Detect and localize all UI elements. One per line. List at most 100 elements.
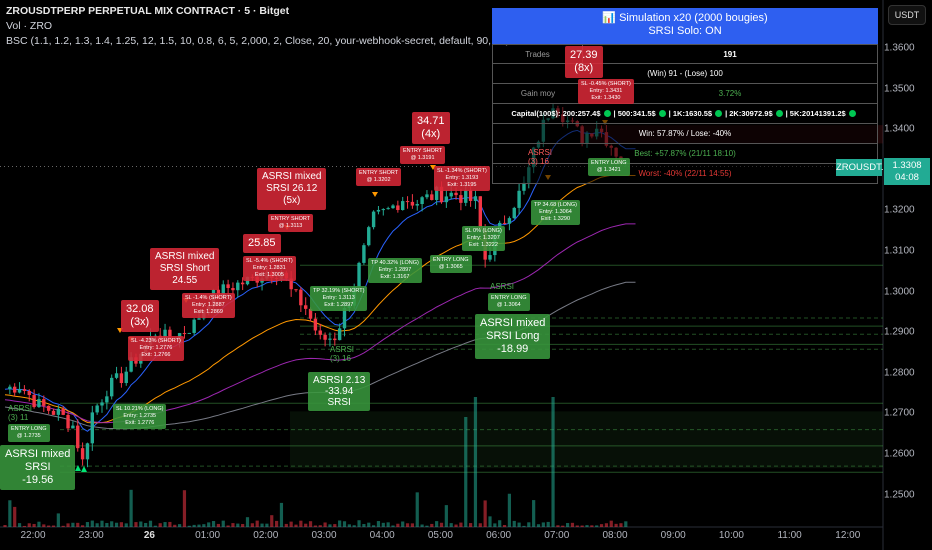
volume-bar xyxy=(372,525,376,527)
candle xyxy=(51,410,56,415)
volume-bar xyxy=(347,524,351,527)
volume-bar xyxy=(119,522,123,527)
candle xyxy=(240,282,245,285)
volume-bar xyxy=(61,525,65,527)
trade-label: TP 32.19% (SHORT) Entry: 1.3113 Exit: 1.… xyxy=(310,286,368,311)
volume-bar xyxy=(367,522,371,527)
volume-bar xyxy=(279,502,284,527)
volume-bar xyxy=(585,525,589,527)
buy-signal-icon xyxy=(81,466,87,472)
candle xyxy=(381,209,385,211)
candle xyxy=(304,305,308,309)
volume-bar xyxy=(464,417,468,527)
volume-bar xyxy=(546,521,550,527)
volume-bar xyxy=(95,523,99,527)
candle xyxy=(95,405,99,413)
candle xyxy=(328,338,332,340)
candle xyxy=(37,399,41,408)
symbol-title[interactable]: ZROUSDTPERP PERPETUAL MIX CONTRACT · 5 ·… xyxy=(6,5,290,17)
volume-bar xyxy=(8,500,12,527)
gain-row: Gain moy 3.72% xyxy=(492,84,878,104)
candle xyxy=(100,402,104,406)
volume-bar xyxy=(454,524,458,527)
trade-label: TP 40.32% (LONG) Entry: 1.2897 Exit: 1.3… xyxy=(368,258,422,283)
volume-bar xyxy=(551,397,555,527)
candle xyxy=(512,207,516,219)
volume-bar xyxy=(420,524,424,527)
candle xyxy=(294,289,298,291)
candle xyxy=(415,204,419,206)
volume-bar xyxy=(507,493,511,527)
trade-label: TP 34.68 (LONG) Entry: 1.3064 Exit: 1.32… xyxy=(531,200,580,225)
price-tick: 1.2500 xyxy=(884,489,915,501)
candle xyxy=(449,192,453,197)
volume-bar xyxy=(357,520,361,527)
volume-bar xyxy=(575,525,579,527)
volume-bar xyxy=(439,522,444,527)
volume-bar xyxy=(483,500,487,527)
candle xyxy=(66,414,70,429)
trade-label: ASRSI 2.13 -33.94 SRSI xyxy=(308,372,371,411)
trade-label: ASRSI mixed SRSI Long -18.99 xyxy=(475,314,551,359)
trade-label: 32.08 (3x) xyxy=(121,300,159,332)
winrate-row: Win: 57.87% / Lose: -40% xyxy=(492,124,878,144)
candle xyxy=(231,288,235,291)
candle xyxy=(318,330,322,335)
volume-bar xyxy=(619,523,623,527)
trade-label: ASRSI mixed SRSI Short 24.55 xyxy=(150,248,220,290)
volume-bar xyxy=(22,525,26,527)
volume-indicator-label[interactable]: Vol · ZRO xyxy=(6,20,53,32)
candle xyxy=(289,278,293,290)
candle xyxy=(410,201,415,206)
volume-bar xyxy=(299,520,303,527)
volume-bar xyxy=(124,523,128,527)
candle xyxy=(367,227,371,246)
candle xyxy=(313,318,318,331)
capital-2k: | 2K:30972.9$ xyxy=(725,109,773,118)
time-tick: 03:00 xyxy=(311,530,337,541)
price-tick: 1.3000 xyxy=(884,286,915,298)
simulation-title: 📊 Simulation x20 (2000 bougies) xyxy=(602,12,768,24)
candle xyxy=(17,389,22,393)
time-tick: 26 xyxy=(143,530,155,541)
candle xyxy=(71,425,75,429)
price-tick: 1.2600 xyxy=(884,448,915,460)
volume-bar xyxy=(231,523,235,527)
time-tick: 08:00 xyxy=(602,530,628,541)
volume-bar xyxy=(609,520,613,527)
capital-5k: | 5K:20141391.2$ xyxy=(785,109,846,118)
volume-bar xyxy=(342,521,347,527)
volume-bar xyxy=(275,520,279,527)
status-dot-icon xyxy=(848,110,856,117)
volume-bar xyxy=(13,506,17,527)
candle xyxy=(396,205,400,211)
volume-bar xyxy=(105,523,109,527)
volume-bar xyxy=(599,524,604,527)
volume-bar xyxy=(173,524,177,527)
candle xyxy=(517,190,521,208)
volume-bar xyxy=(76,522,80,527)
volume-bar xyxy=(478,523,482,527)
trade-label: 34.71 (4x) xyxy=(412,112,450,144)
volume-bar xyxy=(502,524,507,527)
volume-bar xyxy=(493,523,497,527)
candle xyxy=(105,396,109,403)
trade-label: ASRSI mixed SRSI 26.12 (5x) xyxy=(257,168,327,210)
volume-bar xyxy=(32,523,36,527)
winlose-row: (Win) 91 - (Lose) 100 xyxy=(492,64,878,84)
candle xyxy=(56,408,61,415)
volume-bar xyxy=(207,522,211,527)
time-tick: 05:00 xyxy=(427,530,453,541)
volume-bar xyxy=(42,524,46,527)
currency-button[interactable]: USDT xyxy=(888,5,926,25)
winlose-value: (Win) 91 - (Lose) 100 xyxy=(647,69,723,78)
candle xyxy=(308,308,313,319)
bsc-indicator-label[interactable]: BSC (1.1, 1.2, 1.3, 1.4, 1.25, 12, 1.5, … xyxy=(6,35,510,47)
candle xyxy=(13,386,17,393)
candle xyxy=(357,262,361,288)
volume-bar xyxy=(566,523,570,527)
volume-bar xyxy=(580,525,584,527)
volume-bar xyxy=(604,523,608,527)
candle xyxy=(468,190,473,201)
volume-bar xyxy=(527,522,531,527)
